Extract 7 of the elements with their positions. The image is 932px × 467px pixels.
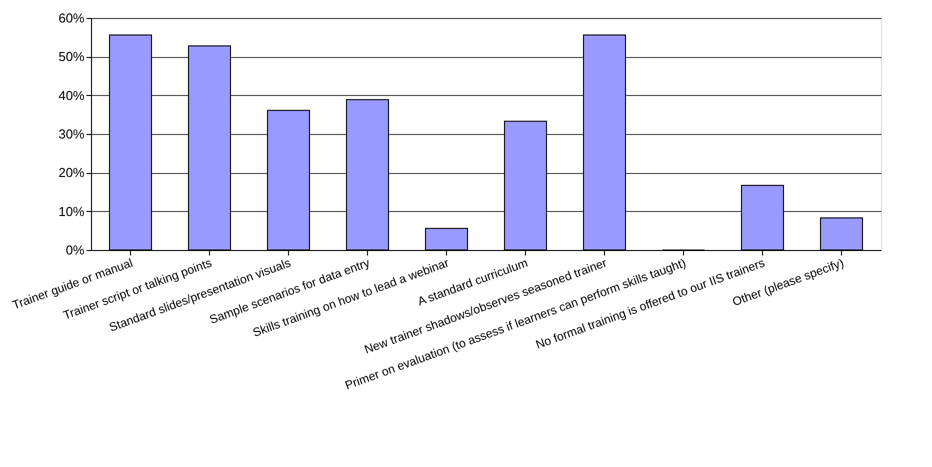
y-tick-label: 0% xyxy=(66,242,85,258)
y-tick-label: 20% xyxy=(58,165,85,180)
y-tick-label: 60% xyxy=(58,10,85,26)
y-tick-label: 30% xyxy=(58,126,85,142)
y-tick-label: 40% xyxy=(58,88,85,103)
y-tick-label: 10% xyxy=(58,204,85,219)
y-tick-label: 50% xyxy=(58,49,85,64)
